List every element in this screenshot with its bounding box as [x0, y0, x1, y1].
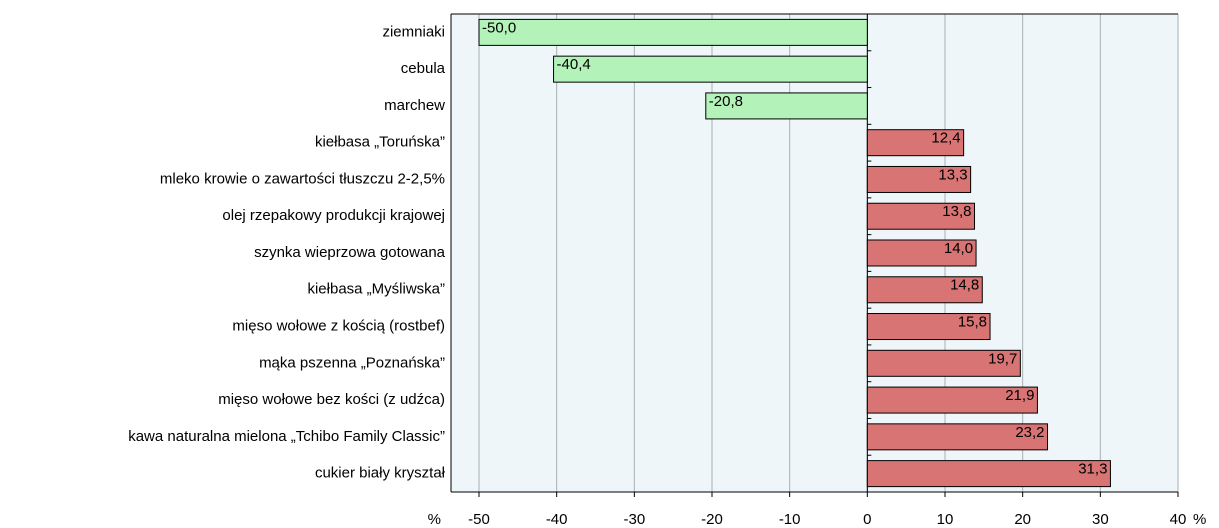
category-label: szynka wieprzowa gotowana [254, 244, 446, 261]
category-label: mięso wołowe z kością (rostbef) [232, 318, 445, 335]
x-tick-label: -40 [546, 511, 568, 528]
bar [866, 239, 977, 267]
value-label: 15,8 [958, 314, 987, 331]
x-tick-label: -20 [701, 511, 723, 528]
value-label: 14,8 [950, 277, 979, 294]
bar [705, 92, 868, 120]
x-tick-label: 40 [1170, 511, 1187, 528]
bar [478, 18, 868, 46]
category-label: kawa naturalna mielona „Tchibo Family Cl… [128, 428, 445, 445]
bar [866, 386, 1038, 414]
category-label: cukier biały kryształ [315, 465, 446, 482]
bar [866, 423, 1049, 451]
bar [866, 202, 976, 230]
x-tick-label: 10 [937, 511, 954, 528]
value-label: 14,0 [944, 240, 973, 257]
axis-unit: % [428, 511, 441, 528]
x-tick-label: -10 [779, 511, 801, 528]
plot-area [451, 14, 1178, 492]
value-label: 13,3 [938, 166, 967, 183]
bar [866, 165, 972, 193]
value-label: 23,2 [1015, 424, 1044, 441]
bar [866, 313, 991, 341]
category-label: mięso wołowe bez kości (z udźca) [218, 391, 445, 408]
x-tick-label: 20 [1014, 511, 1031, 528]
value-label: -50,0 [482, 19, 516, 36]
category-label: ziemniaki [382, 23, 445, 40]
category-label: kiełbasa „Toruńska” [315, 134, 445, 151]
value-label: 31,3 [1078, 461, 1107, 478]
bar [866, 276, 983, 304]
bar [866, 460, 1111, 488]
x-tick-label: -50 [468, 511, 490, 528]
category-label: mleko krowie o zawartości tłuszczu 2-2,5… [160, 170, 445, 187]
x-tick-label: 0 [863, 511, 871, 528]
bar [866, 349, 1021, 377]
category-label: mąka pszenna „Poznańska” [259, 354, 445, 371]
value-label: 12,4 [931, 130, 960, 147]
value-label: 19,7 [988, 350, 1017, 367]
axis-unit: % [1193, 511, 1206, 528]
value-label: -20,8 [709, 93, 743, 110]
category-label: cebula [401, 60, 446, 77]
value-label: -40,4 [557, 56, 591, 73]
x-tick-label: 30 [1092, 511, 1109, 528]
category-label: marchew [384, 97, 445, 114]
bar [866, 129, 965, 157]
category-label: olej rzepakowy produkcji krajowej [222, 207, 445, 224]
bar [553, 55, 868, 83]
category-label: kiełbasa „Myśliwska” [307, 281, 445, 298]
value-label: 21,9 [1005, 387, 1034, 404]
value-label: 13,8 [942, 203, 971, 220]
x-tick-label: -30 [623, 511, 645, 528]
